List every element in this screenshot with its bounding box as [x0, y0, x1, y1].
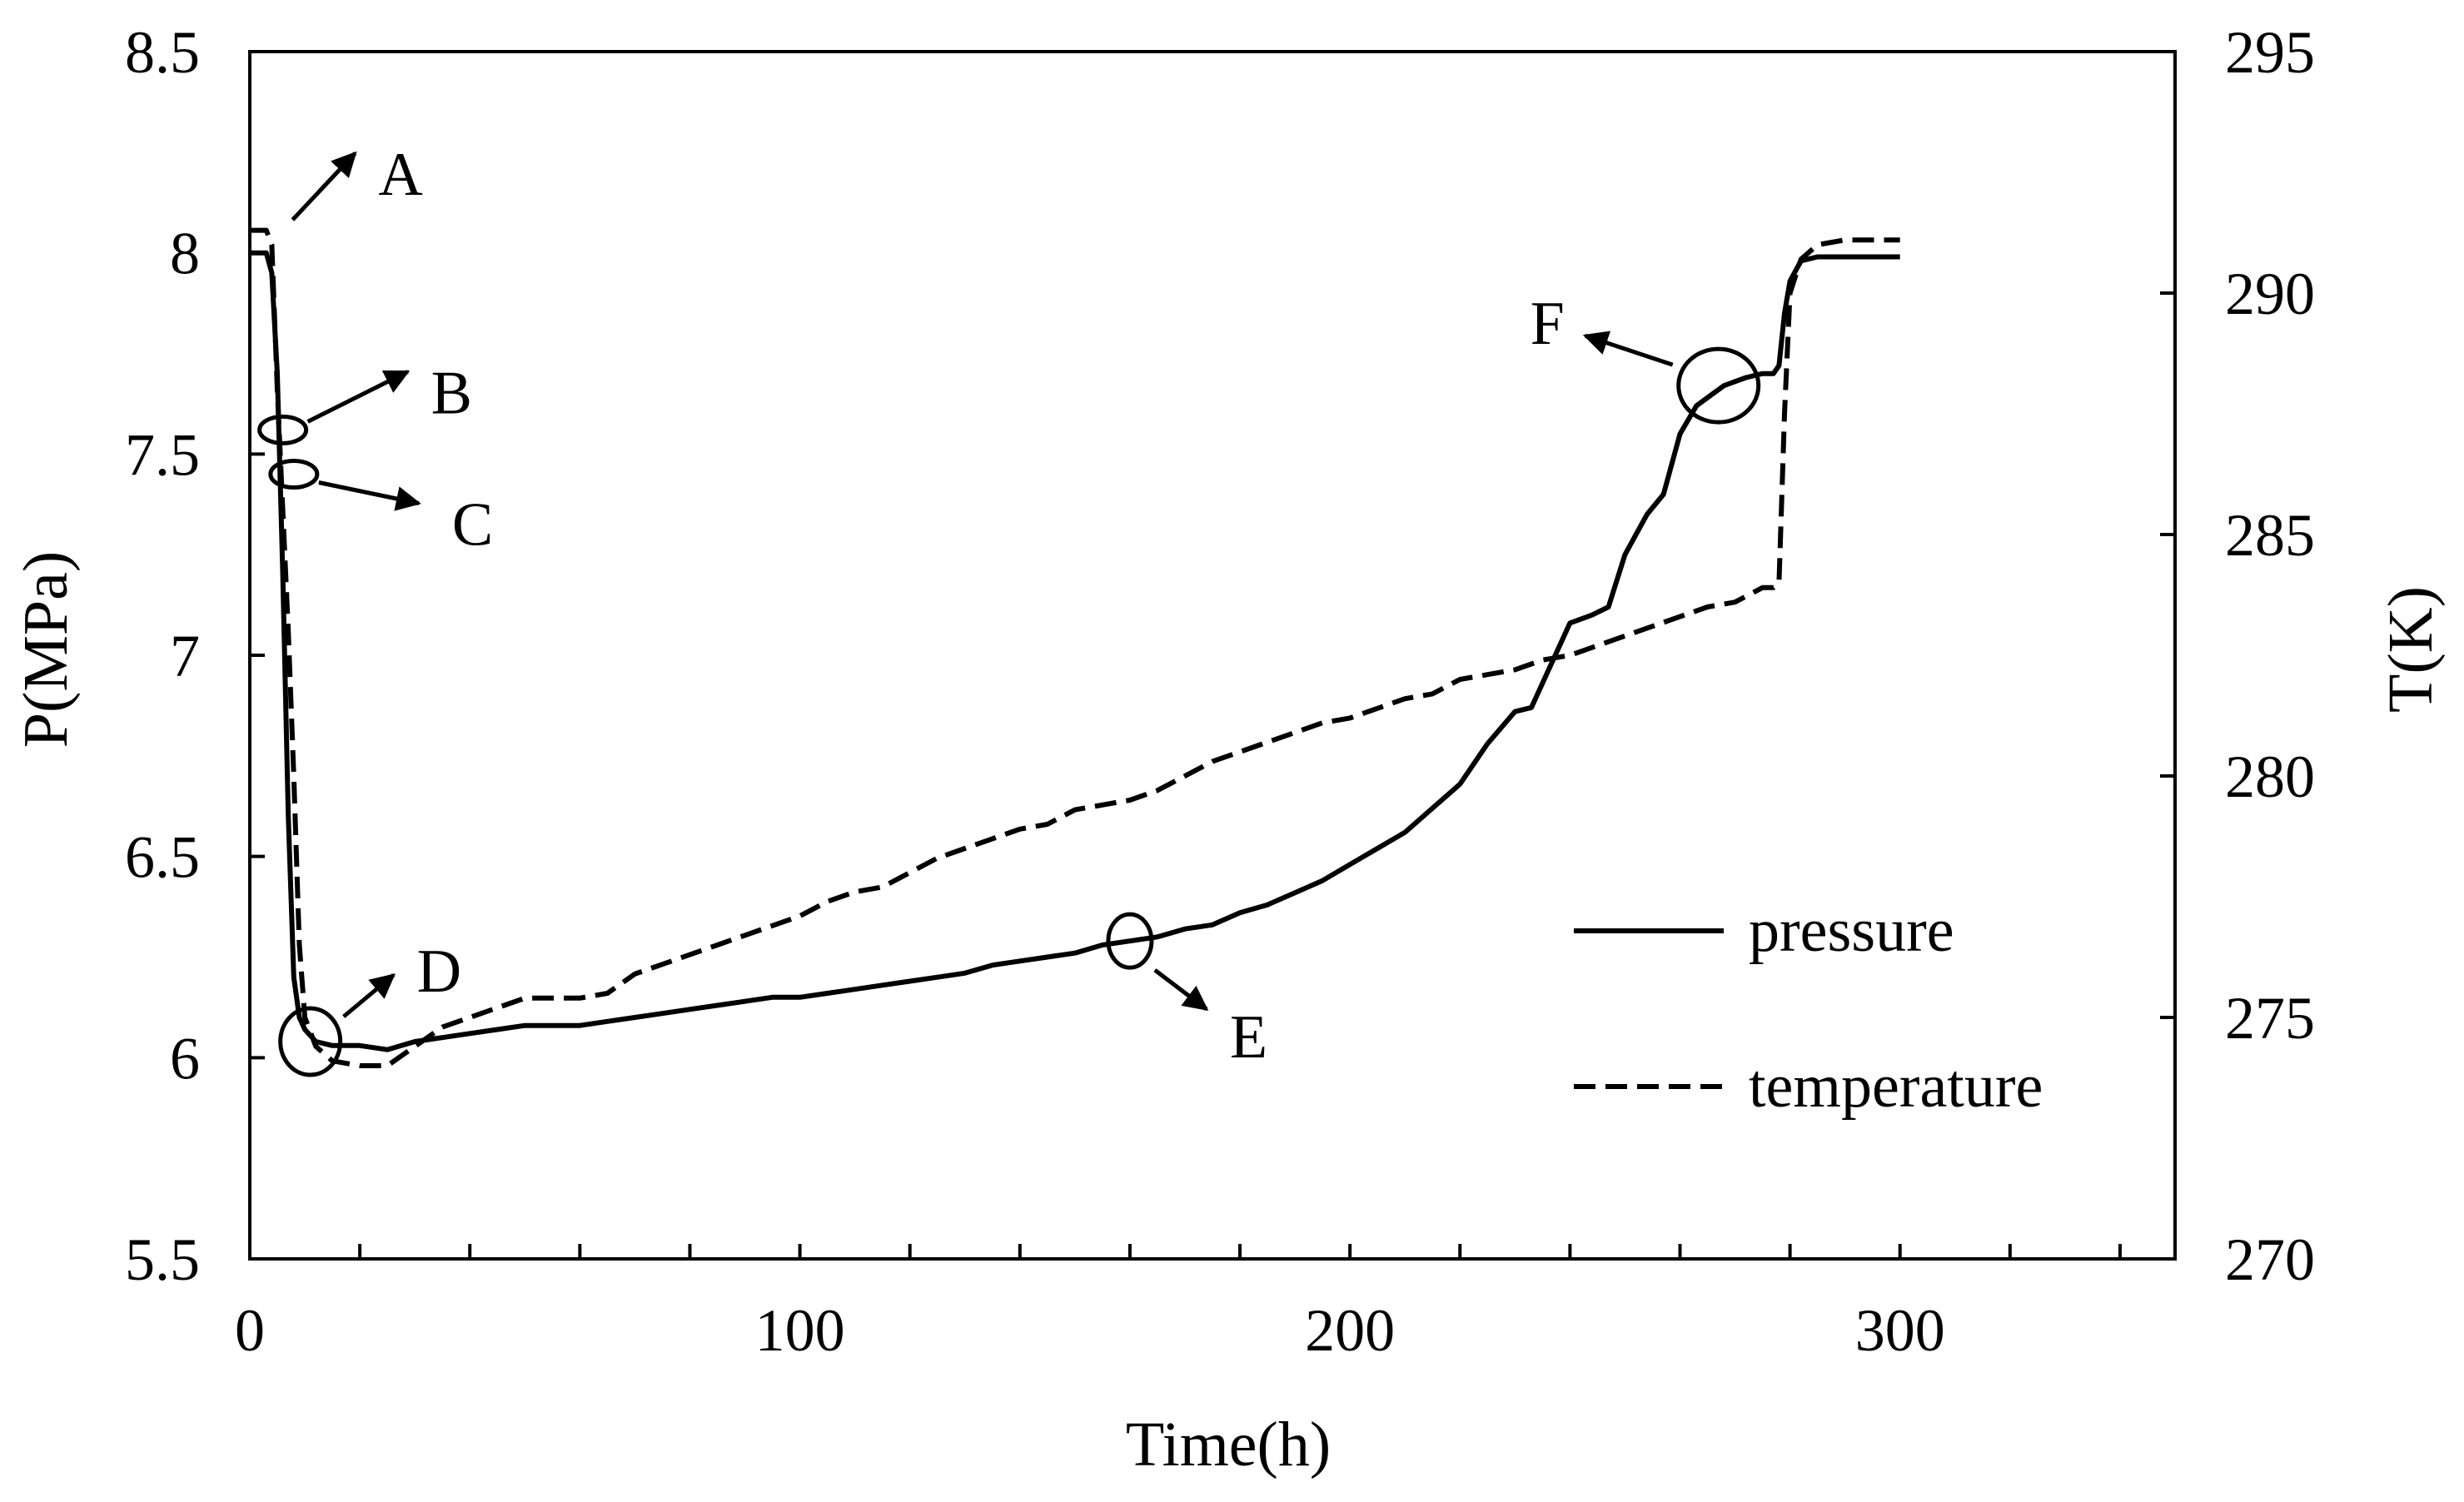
- y-left-tick-label: 8.5: [125, 19, 200, 86]
- annotation-d-label: D: [417, 938, 461, 1006]
- y-axis-right-title: T(K): [2376, 586, 2446, 713]
- annotation-e-label: E: [1230, 1003, 1267, 1072]
- annotation-c-circle: [268, 459, 320, 490]
- y-right-tick-label: 270: [2225, 1226, 2315, 1293]
- annotation-b-label: B: [431, 359, 472, 427]
- x-tick-label: 200: [1305, 1297, 1395, 1364]
- x-tick-label: 0: [235, 1297, 265, 1364]
- y-axis-left-title: P(MPa): [11, 551, 81, 748]
- annotation-d-circle: [278, 1006, 343, 1077]
- y-left-tick-label: 6.5: [125, 824, 200, 891]
- y-left-tick-label: 7: [170, 623, 200, 689]
- annotation-a-label: A: [378, 141, 422, 209]
- series-pressure-line: [250, 250, 1900, 1052]
- series-temperature-line: [250, 227, 1900, 1068]
- annotation-f-circle: [1676, 346, 1761, 425]
- annotation-c-label: C: [452, 491, 493, 560]
- annotations: A BC D E F: [257, 141, 1761, 1077]
- y-left-tick-label: 8: [170, 221, 200, 287]
- legend-label-temperature: temperature: [1749, 1052, 2043, 1121]
- axes: 0 100 200 300 5.5 6 6.5 7 7.5 8 8.5 270 275 280 285 290…: [125, 19, 2315, 1364]
- annotation-d-arrow: [342, 973, 396, 1018]
- annotation-e-circle: [1106, 912, 1154, 970]
- y-left-tick-label: 5.5: [125, 1226, 200, 1293]
- annotation-c-arrow: [318, 480, 421, 511]
- legend: pressure temperature: [1574, 897, 2043, 1121]
- annotation-f-label: F: [1531, 290, 1565, 358]
- legend-label-pressure: pressure: [1749, 897, 1954, 965]
- y-right-tick-label: 290: [2225, 261, 2315, 327]
- y-left-tick-label: 7.5: [125, 421, 200, 488]
- y-left-tick-label: 6: [170, 1025, 200, 1092]
- annotation-a-arrow: [291, 151, 357, 221]
- x-tick-label: 100: [755, 1297, 845, 1364]
- annotation-b-arrow: [306, 370, 411, 424]
- annotation-b-circle: [257, 414, 309, 445]
- y-right-tick-label: 295: [2225, 19, 2315, 86]
- y-right-tick-label: 280: [2225, 744, 2315, 810]
- annotation-f-arrow: [1582, 331, 1674, 367]
- annotation-e-arrow: [1153, 968, 1209, 1012]
- x-axis-title: Time(h): [1126, 1410, 1331, 1480]
- y-right-tick-label: 275: [2225, 985, 2315, 1052]
- plot-area: [250, 227, 1900, 1068]
- y-right-tick-label: 285: [2225, 502, 2315, 569]
- x-tick-label: 300: [1855, 1297, 1945, 1364]
